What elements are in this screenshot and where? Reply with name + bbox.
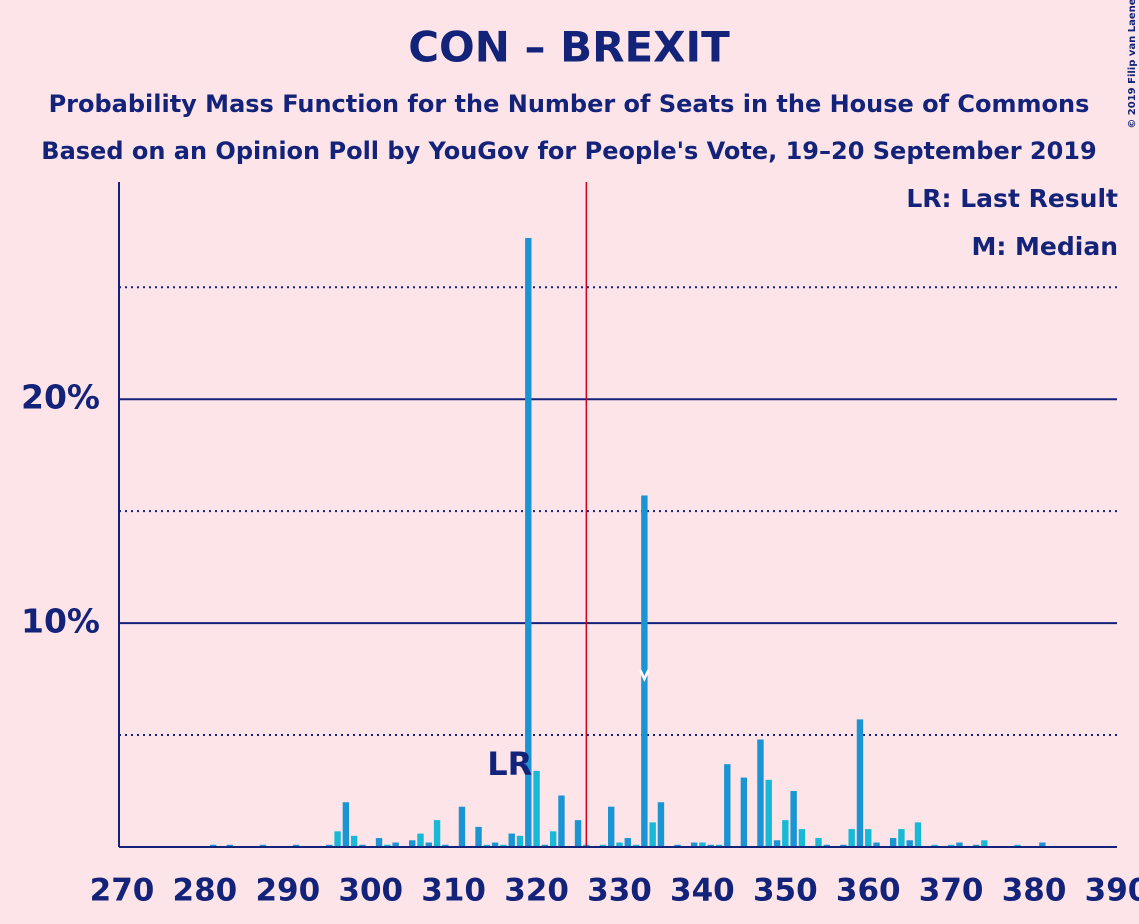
bar — [865, 829, 872, 847]
bar — [947, 844, 955, 847]
bar — [442, 844, 449, 847]
bar — [782, 820, 789, 847]
bar — [889, 838, 897, 847]
x-tick-label: 270 — [90, 873, 155, 909]
bar — [326, 844, 333, 847]
bar — [417, 833, 424, 847]
bar — [425, 842, 432, 847]
bar — [616, 842, 623, 847]
bar — [657, 802, 665, 847]
bar — [458, 806, 466, 847]
bar — [392, 842, 399, 847]
x-tick-label: 360 — [836, 873, 901, 909]
x-tick-label: 390 — [1085, 873, 1139, 909]
y-tick-label: 20% — [21, 378, 100, 417]
x-tick-label: 290 — [255, 873, 320, 909]
bar — [508, 833, 515, 847]
bar — [475, 826, 482, 847]
bar — [558, 795, 565, 847]
bar — [516, 835, 524, 847]
bar — [1014, 844, 1021, 847]
bar — [790, 791, 797, 847]
bar — [972, 844, 980, 847]
bar — [956, 842, 963, 847]
bar — [815, 838, 822, 847]
legend-entry: M: Median — [971, 232, 1118, 261]
bar — [707, 844, 714, 847]
bar — [981, 840, 988, 847]
x-tick-label: 350 — [753, 873, 818, 909]
bar — [724, 764, 731, 847]
chart-title: CON – BREXIT — [408, 23, 730, 72]
bar — [342, 802, 350, 847]
bar — [873, 842, 880, 847]
bar — [359, 844, 366, 847]
bar — [823, 844, 830, 847]
x-tick-label: 320 — [504, 873, 569, 909]
x-tick-label: 340 — [670, 873, 735, 909]
bar — [541, 844, 549, 847]
bar — [292, 844, 300, 847]
x-tick-label: 310 — [421, 873, 486, 909]
bar — [491, 842, 499, 847]
bar — [599, 844, 607, 847]
bar — [757, 739, 764, 847]
bar — [773, 840, 781, 847]
x-tick-label: 300 — [338, 873, 403, 909]
bar — [350, 835, 358, 847]
legend-entry: LR: Last Result — [906, 184, 1118, 213]
x-tick-label: 380 — [1002, 873, 1067, 909]
bar — [375, 838, 383, 847]
bar — [765, 779, 772, 847]
bar — [259, 844, 267, 847]
bar — [848, 829, 855, 847]
bar — [674, 844, 681, 847]
bar — [549, 831, 557, 847]
copyright: © 2019 Filip van Laenen — [1127, 0, 1138, 129]
bar — [500, 844, 507, 847]
y-tick-label: 10% — [21, 602, 100, 641]
subtitle: Based on an Opinion Poll by YouGov for P… — [41, 137, 1096, 165]
bar — [840, 844, 847, 847]
bar — [856, 719, 864, 847]
bar — [574, 820, 582, 847]
bar — [1039, 842, 1046, 847]
bar — [798, 829, 806, 847]
bar — [433, 820, 441, 847]
bar — [533, 770, 540, 847]
bar — [740, 777, 748, 847]
bar — [699, 842, 706, 847]
x-tick-label: 370 — [919, 873, 984, 909]
bar — [632, 844, 640, 847]
bar — [690, 842, 698, 847]
bar — [931, 844, 938, 847]
bar — [210, 844, 217, 847]
bar — [641, 495, 648, 847]
bar — [914, 822, 922, 847]
last-result-label: LR — [487, 745, 532, 783]
x-tick-label: 330 — [587, 873, 652, 909]
bar — [608, 806, 615, 847]
bar — [649, 822, 656, 847]
median-marker — [639, 669, 650, 683]
x-tick-label: 280 — [173, 873, 238, 909]
bar — [525, 237, 532, 847]
bar — [898, 829, 905, 847]
bar — [409, 840, 416, 847]
subtitle: Probability Mass Function for the Number… — [49, 90, 1090, 118]
bar — [384, 844, 391, 847]
bar — [334, 831, 341, 847]
bar — [483, 844, 491, 847]
bar — [624, 838, 631, 847]
bar — [226, 844, 233, 847]
bar — [715, 844, 723, 847]
bar — [906, 840, 913, 847]
